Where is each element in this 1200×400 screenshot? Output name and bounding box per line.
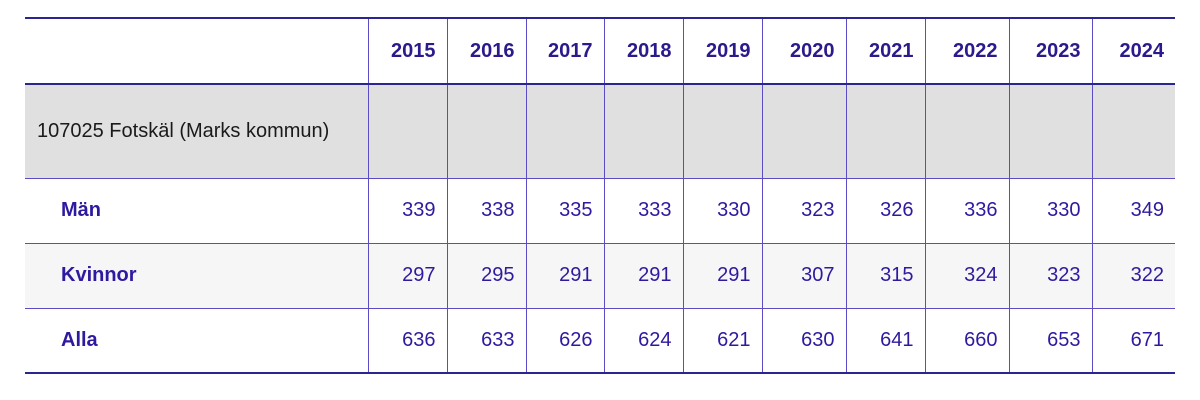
value-cell: 641 xyxy=(845,308,925,373)
value-cell: 291 xyxy=(682,243,762,308)
value-cell: 330 xyxy=(1008,178,1092,243)
value-cell: 636 xyxy=(367,308,447,373)
value-cell: 291 xyxy=(603,243,683,308)
column-header: 2020 xyxy=(761,18,846,84)
value-cell: 324 xyxy=(924,243,1009,308)
value-cell: 349 xyxy=(1091,178,1175,243)
empty-cell xyxy=(603,84,683,178)
data-row: Alla 636 633 626 624 621 630 641 660 653 671 xyxy=(25,308,1175,373)
column-header: 2017 xyxy=(525,18,604,84)
row-label: Kvinnor xyxy=(61,264,137,286)
column-header: 2019 xyxy=(682,18,762,84)
value-cell: 333 xyxy=(603,178,683,243)
value-cell: 335 xyxy=(525,178,604,243)
column-header: 2015 xyxy=(367,18,447,84)
empty-cell xyxy=(1008,84,1092,178)
column-header: 2016 xyxy=(446,18,526,84)
value-cell: 339 xyxy=(367,178,447,243)
value-cell: 330 xyxy=(682,178,762,243)
value-cell: 291 xyxy=(525,243,604,308)
header-row: 2015 2016 2017 2018 2019 2020 2021 2022 2023 2024 xyxy=(25,18,1175,84)
value-cell: 323 xyxy=(761,178,846,243)
empty-cell xyxy=(446,84,526,178)
data-row: Kvinnor 297 295 291 291 291 307 315 324 323 322 xyxy=(25,243,1175,308)
value-cell: 633 xyxy=(446,308,526,373)
row-label: Män xyxy=(61,199,101,221)
value-cell: 338 xyxy=(446,178,526,243)
column-header: 2022 xyxy=(924,18,1009,84)
value-cell: 326 xyxy=(845,178,925,243)
value-cell: 323 xyxy=(1008,243,1092,308)
group-row: 107025 Fotskäl (Marks kommun) xyxy=(25,84,1175,178)
value-cell: 653 xyxy=(1008,308,1092,373)
table-container: 2015 2016 2017 2018 2019 2020 2021 2022 2023 2024… xyxy=(25,17,1175,374)
column-header: 2024 xyxy=(1091,18,1175,84)
value-cell: 315 xyxy=(845,243,925,308)
empty-cell xyxy=(525,84,604,178)
empty-cell xyxy=(682,84,762,178)
data-row: Män 339 338 335 333 330 323 326 336 330 349 xyxy=(25,178,1175,243)
empty-cell xyxy=(1091,84,1175,178)
empty-cell xyxy=(845,84,925,178)
value-cell: 624 xyxy=(603,308,683,373)
empty-cell xyxy=(924,84,1009,178)
value-cell: 671 xyxy=(1091,308,1175,373)
value-cell: 297 xyxy=(367,243,447,308)
corner-cell xyxy=(25,18,368,84)
column-header: 2023 xyxy=(1008,18,1092,84)
column-header: 2021 xyxy=(845,18,925,84)
empty-cell xyxy=(367,84,447,178)
group-label: 107025 Fotskäl (Marks kommun) xyxy=(37,120,330,143)
value-cell: 626 xyxy=(525,308,604,373)
value-cell: 307 xyxy=(761,243,846,308)
column-header: 2018 xyxy=(603,18,683,84)
value-cell: 322 xyxy=(1091,243,1175,308)
value-cell: 660 xyxy=(924,308,1009,373)
value-cell: 621 xyxy=(682,308,762,373)
row-label: Alla xyxy=(61,328,98,351)
empty-cell xyxy=(761,84,846,178)
value-cell: 295 xyxy=(446,243,526,308)
population-table: 2015 2016 2017 2018 2019 2020 2021 2022 2023 2024… xyxy=(25,17,1175,374)
value-cell: 336 xyxy=(924,178,1009,243)
value-cell: 630 xyxy=(761,308,846,373)
